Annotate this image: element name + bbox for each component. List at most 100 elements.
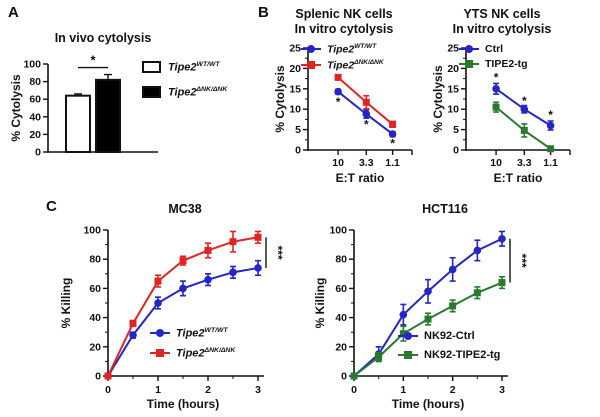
legend-label-sup: ΔNK/ΔNK	[196, 85, 228, 93]
legend-label: Tipe2WT/WT	[327, 43, 376, 56]
blue-circle-marker-icon	[301, 44, 321, 54]
chart-title-line2: In vitro cytolysis	[294, 22, 394, 36]
legend-item-nk92-ctrl: NK92-Ctrl	[398, 330, 500, 342]
panel-c-label: C	[46, 198, 57, 215]
legend-label-base: Tipe2	[168, 61, 197, 74]
svg-text:40: 40	[335, 312, 347, 324]
chart-title-line2: In vitro cytolysis	[452, 22, 552, 36]
line-chart-mc38-killing: 0 20 40 60 80 100 % Killing 0 1 2 3 Time (hours) ***	[59, 225, 285, 412]
legend-label: Ctrl	[485, 43, 504, 55]
chart-title-mc38: MC38	[168, 202, 202, 216]
svg-text:60: 60	[335, 283, 347, 295]
svg-text:% Cytolysis: % Cytolysis	[9, 74, 23, 142]
svg-text:10: 10	[332, 157, 344, 169]
svg-text:% Cytolysis: % Cytolysis	[431, 65, 445, 133]
svg-text:40: 40	[29, 111, 41, 123]
legend-label: Tipe2ΔNK/ΔNK	[327, 59, 384, 72]
legend-label: NK92-Ctrl	[424, 330, 475, 342]
red-square-marker-icon	[150, 348, 170, 358]
svg-text:Time (hours): Time (hours)	[392, 397, 464, 411]
svg-text:3.3: 3.3	[517, 157, 532, 169]
svg-text:1.1: 1.1	[385, 157, 400, 169]
legend-item-tipe2-wt: Tipe2WT/WT	[150, 327, 235, 340]
legend-item-tipe2-dnk: Tipe2ΔNK/ΔNK	[150, 346, 236, 360]
svg-text:2: 2	[450, 384, 456, 396]
svg-text:100: 100	[329, 225, 347, 237]
svg-text:100: 100	[23, 59, 41, 71]
legend-mc38: Tipe2WT/WT Tipe2ΔNK/ΔNK	[150, 327, 235, 366]
chart-title-in-vivo: In vivo cytolysis	[54, 31, 152, 45]
svg-text:25: 25	[447, 43, 459, 55]
svg-text:1: 1	[155, 384, 161, 396]
svg-text:15: 15	[447, 83, 459, 95]
svg-text:*: *	[90, 53, 96, 68]
svg-text:*: *	[548, 108, 553, 122]
svg-text:E:T ratio: E:T ratio	[336, 171, 385, 185]
svg-text:3.3: 3.3	[359, 157, 374, 169]
svg-text:20: 20	[335, 341, 347, 353]
legend-item-tipe2-dnk: Tipe2ΔNK/ΔNK	[142, 85, 227, 99]
svg-text:0: 0	[35, 147, 41, 159]
legend-item-tipe2-dnk: Tipe2ΔNK/ΔNK	[301, 59, 384, 72]
legend-label: Tipe2WT/WT	[176, 327, 228, 340]
svg-text:0: 0	[341, 371, 347, 383]
blue-circle-marker-icon	[150, 328, 170, 338]
line-chart-hct116-killing: 0 20 40 60 80 100 % Killing 0 1 2 3 Time (hours) ***	[313, 225, 529, 412]
svg-text:60: 60	[89, 283, 101, 295]
svg-text:20: 20	[89, 341, 101, 353]
chart-title-line1: Splenic NK cells	[295, 7, 393, 21]
filled-bar-swatch	[142, 85, 161, 98]
legend-label-base: Tipe2	[168, 86, 197, 99]
svg-text:80: 80	[89, 254, 101, 266]
svg-text:% Cytolysis: % Cytolysis	[273, 65, 287, 133]
svg-text:2: 2	[205, 384, 211, 396]
svg-text:25: 25	[289, 43, 301, 55]
svg-text:5: 5	[453, 124, 459, 136]
bar-chart-in-vivo-cytolysis: 0 20 40 60 80 100% Cytolysis *	[9, 53, 158, 159]
legend-yts: Ctrl TIPE2-tg	[459, 43, 528, 73]
legend-label-base: Tipe2	[327, 43, 355, 56]
svg-text:80: 80	[335, 254, 347, 266]
svg-text:1.1: 1.1	[543, 157, 558, 169]
panel-a-label: A	[8, 4, 19, 21]
legend-label-sup: WT/WT	[196, 61, 220, 68]
legend-item-tipe2-wt: Tipe2WT/WT	[142, 61, 227, 74]
blue-circle-marker-icon	[459, 44, 479, 54]
legend-label-base: Tipe2	[176, 327, 205, 340]
panel-b-label: B	[258, 4, 269, 21]
svg-text:0: 0	[351, 384, 357, 396]
svg-text:% Killing: % Killing	[59, 278, 73, 329]
svg-text:40: 40	[89, 312, 101, 324]
svg-text:*: *	[336, 95, 341, 109]
blue-circle-marker-icon	[398, 331, 418, 341]
svg-text:*: *	[494, 71, 499, 85]
legend-label: NK92-TIPE2-tg	[424, 349, 501, 361]
svg-text:*: *	[390, 136, 395, 150]
legend-label-sup: WT/WT	[354, 43, 377, 50]
svg-text:0: 0	[295, 145, 301, 157]
svg-text:80: 80	[29, 76, 41, 88]
legend-hct116: NK92-Ctrl NK92-TIPE2-tg	[398, 330, 500, 368]
legend-item-tipe2-tg: TIPE2-tg	[459, 58, 528, 70]
svg-text:10: 10	[490, 157, 502, 169]
svg-text:3: 3	[255, 384, 261, 396]
svg-text:*: *	[364, 118, 369, 132]
svg-text:20: 20	[447, 63, 459, 75]
svg-text:1: 1	[400, 384, 406, 396]
svg-text:***: ***	[515, 254, 529, 268]
legend-label: TIPE2-tg	[485, 58, 528, 70]
svg-text:60: 60	[29, 94, 41, 106]
legend-label: Tipe2WT/WT	[168, 61, 220, 74]
legend-label: Tipe2ΔNK/ΔNK	[168, 86, 227, 99]
legend-label-sup: ΔNK/ΔNK	[204, 346, 236, 354]
svg-text:5: 5	[295, 124, 301, 136]
svg-text:0: 0	[105, 384, 111, 396]
svg-text:E:T ratio: E:T ratio	[494, 171, 543, 185]
legend-label-base: Tipe2	[327, 59, 355, 71]
svg-text:***: ***	[271, 246, 285, 260]
legend-item-nk92-tipe2-tg: NK92-TIPE2-tg	[398, 349, 500, 361]
legend-label-sup: ΔNK/ΔNK	[354, 58, 384, 66]
legend-label-base: Tipe2	[176, 347, 205, 360]
open-bar-swatch	[142, 61, 161, 74]
